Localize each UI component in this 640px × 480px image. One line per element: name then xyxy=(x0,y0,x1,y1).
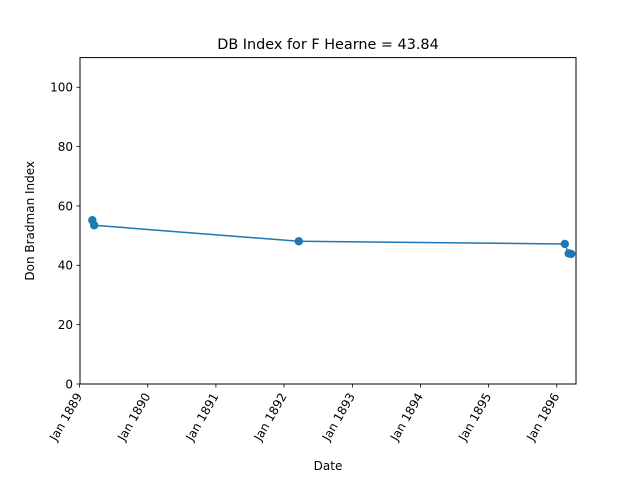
data-point xyxy=(566,249,576,259)
data-point xyxy=(294,237,303,246)
plot-frame xyxy=(79,57,577,385)
y-axis-label: Don Bradman Index xyxy=(23,161,37,281)
y-tick-label: 0 xyxy=(65,377,73,391)
data-point xyxy=(89,221,99,230)
y-tick-label: 100 xyxy=(50,81,73,95)
data-point xyxy=(560,239,569,249)
x-axis-label: Date xyxy=(314,459,343,473)
y-tick-label: 40 xyxy=(58,259,73,273)
chart-title: DB Index for F Hearne = 43.84 xyxy=(217,37,438,53)
y-tick-label: 20 xyxy=(58,318,73,332)
y-tick-label: 60 xyxy=(58,199,73,213)
y-tick-label: 80 xyxy=(58,140,73,154)
